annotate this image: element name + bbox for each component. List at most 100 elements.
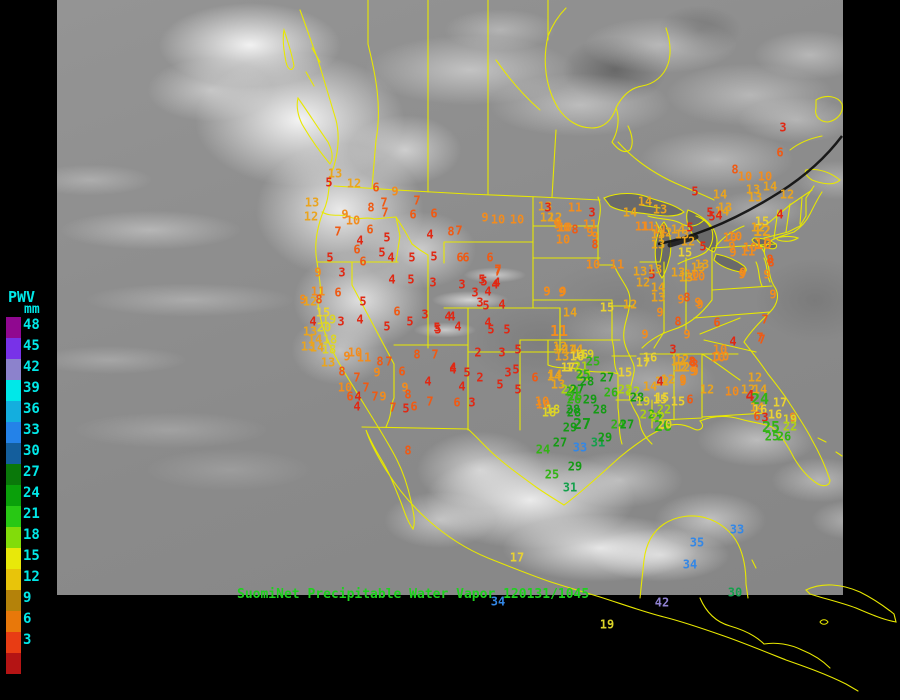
station-value: 12: [699, 382, 715, 397]
colorbar-swatch: [6, 506, 21, 527]
station-value: 14: [307, 332, 323, 347]
station-value: 9: [543, 284, 551, 299]
station-value: 13: [694, 257, 710, 272]
station-value: 9: [696, 297, 704, 312]
station-value: 10: [534, 394, 550, 409]
station-value: 5: [406, 314, 414, 329]
station-value: 14: [622, 205, 638, 220]
colorbar-swatch: [6, 380, 21, 401]
station-value: 4: [715, 208, 723, 223]
station-value: 14: [712, 187, 728, 202]
station-value: 14: [309, 340, 325, 355]
station-value: 4: [729, 334, 737, 349]
station-value: 9: [373, 365, 381, 380]
station-value: 13: [745, 182, 761, 197]
station-value: 13: [554, 349, 570, 364]
station-value: 5: [463, 365, 471, 380]
station-value: 10: [509, 212, 525, 227]
station-value: 26: [776, 429, 792, 444]
colorbar-swatch: [6, 527, 21, 548]
station-value: 14: [562, 342, 578, 357]
station-value: 7: [494, 264, 502, 279]
station-value: 5: [686, 220, 694, 235]
station-value: 25: [761, 417, 781, 436]
station-value: 4: [424, 374, 432, 389]
station-value: 14: [752, 382, 768, 397]
station-value: 4: [426, 227, 434, 242]
station-value: 10: [535, 397, 551, 412]
station-value: 22: [650, 410, 666, 425]
station-value: 4: [454, 319, 462, 334]
station-value: 8: [447, 224, 455, 239]
station-value: 11: [652, 222, 668, 237]
station-value: 22: [560, 382, 576, 397]
station-value: 10: [742, 240, 758, 255]
colorbar-tick-label: 12: [23, 569, 40, 585]
station-value: 12: [675, 360, 691, 375]
station-value: 27: [572, 414, 592, 433]
cuba-caribbean: [699, 437, 897, 669]
station-value: 27: [569, 382, 585, 397]
station-value: 24: [750, 389, 770, 408]
station-value: 15: [652, 392, 668, 407]
station-value: 10: [555, 232, 571, 247]
station-value: 10: [347, 345, 363, 360]
station-value: 3: [544, 200, 552, 215]
station-value: 10: [753, 234, 773, 253]
colorbar-swatch: [6, 464, 21, 485]
colorbar-swatch: [6, 569, 21, 590]
station-value: 4: [353, 399, 361, 414]
station-value: 14: [546, 369, 562, 384]
station-value: 26: [566, 392, 582, 407]
station-value: 5: [503, 322, 511, 337]
station-value: 2: [476, 370, 484, 385]
station-value: 8: [591, 237, 599, 252]
station-value: 12: [747, 370, 763, 385]
wa-or-borders: [316, 211, 429, 263]
station-value: 13: [550, 377, 566, 392]
station-value: 5: [408, 250, 416, 265]
station-value: 6: [353, 242, 361, 257]
midwest-borders: [597, 247, 713, 429]
station-value: 3: [338, 265, 346, 280]
station-value: 18: [322, 332, 338, 347]
station-value: 13: [647, 262, 663, 277]
station-value: 8: [691, 357, 699, 372]
station-value: 6: [713, 315, 721, 330]
station-value: 5: [383, 230, 391, 245]
station-value: 22: [625, 384, 641, 399]
station-value: 15: [670, 394, 686, 409]
station-value: 3: [761, 410, 769, 425]
station-value: 12: [346, 176, 362, 191]
station-value: 9: [401, 380, 409, 395]
station-value: 34: [682, 557, 698, 572]
station-value: 27: [599, 370, 615, 385]
colorbar-tick-label: 42: [23, 359, 40, 375]
station-value: 9: [729, 245, 737, 260]
station-value: 12: [779, 187, 795, 202]
station-value: 2: [474, 345, 482, 360]
station-value: 9: [391, 184, 399, 199]
station-value: 10: [684, 267, 700, 282]
station-value: 9: [694, 295, 702, 310]
station-value: 8: [571, 222, 579, 237]
colorbar-swatch: [6, 548, 21, 569]
station-value: 7: [756, 330, 764, 345]
station-value: 13: [690, 260, 706, 275]
plains-borders: [532, 196, 621, 341]
station-value: 13: [327, 166, 343, 181]
station-value: 29: [567, 459, 583, 474]
station-value: 9: [314, 265, 322, 280]
station-value: 17: [509, 550, 525, 565]
station-value: 7: [380, 195, 388, 210]
colorbar-swatch: [6, 443, 21, 464]
station-value: 35: [689, 535, 705, 550]
station-value: 9: [763, 267, 771, 282]
station-value: 33: [729, 522, 745, 537]
lake-superior: [603, 192, 685, 217]
station-value: 5: [434, 322, 442, 337]
colorbar-tick-label: 9: [23, 590, 32, 606]
station-value: 13: [670, 265, 686, 280]
station-value: 24: [647, 407, 663, 422]
